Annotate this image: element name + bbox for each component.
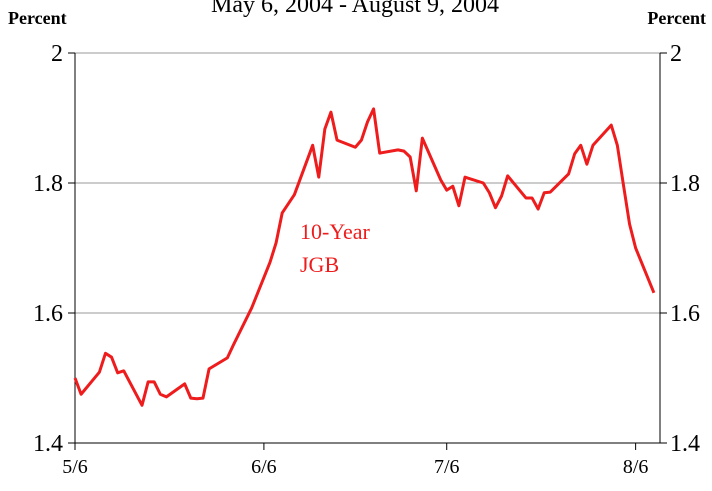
x-tick-label: 5/6 <box>62 456 88 478</box>
chart-title: May 6, 2004 - August 9, 2004 <box>211 0 499 18</box>
data-line <box>73 107 656 407</box>
y-tick-label: 1.8 <box>33 171 63 197</box>
y-axis-label: Percent <box>8 8 67 28</box>
annotation: JGB <box>300 252 339 277</box>
y-tick-label: 1.6 <box>33 301 63 327</box>
x-tick-label: 6/6 <box>251 456 277 478</box>
y-tick-label: 1.4 <box>33 431 63 457</box>
y-tick-label: 2 <box>51 41 63 67</box>
y2-tick-label: 1.8 <box>670 171 700 197</box>
y2-tick-label: 1.4 <box>670 431 700 457</box>
x-tick-label: 8/6 <box>623 456 649 478</box>
y2-tick-label: 1.6 <box>670 301 700 327</box>
y2-axis-label: Percent <box>647 8 706 28</box>
x-tick-label: 7/6 <box>434 456 460 478</box>
annotation: 10-Year <box>300 219 371 244</box>
y2-tick-label: 2 <box>670 41 682 67</box>
